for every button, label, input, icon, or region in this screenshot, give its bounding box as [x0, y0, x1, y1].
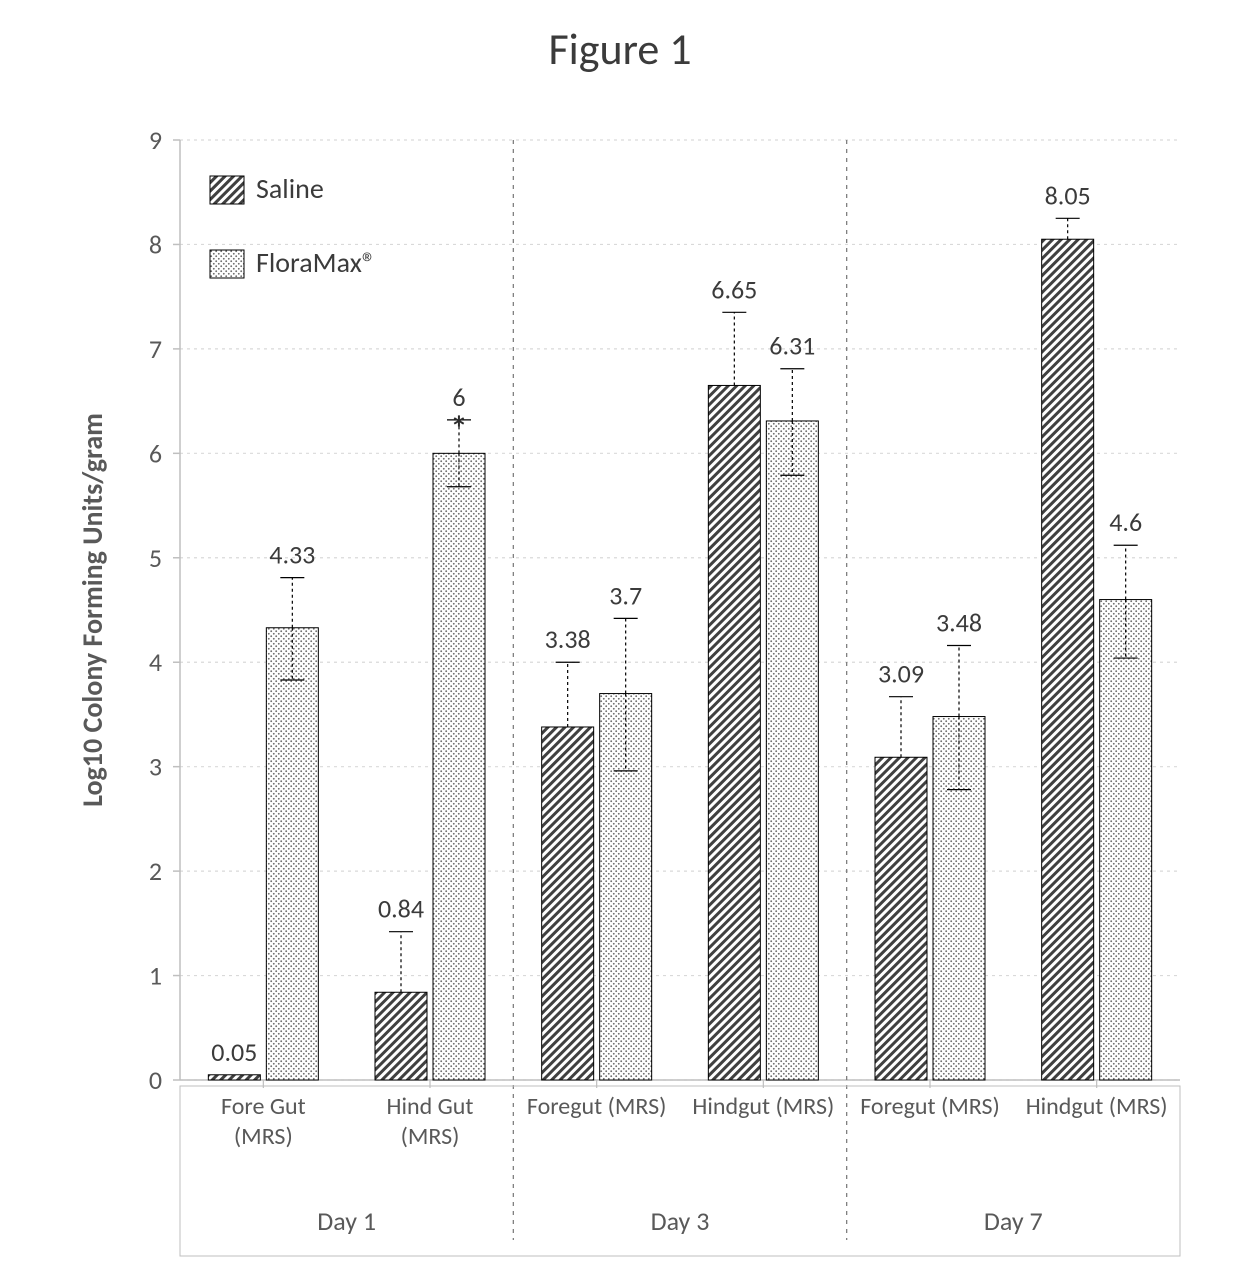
data-label: 8.05 [1045, 179, 1091, 211]
svg-text:0: 0 [149, 1064, 162, 1096]
svg-text:4: 4 [149, 646, 162, 678]
legend-label: Saline [256, 171, 324, 206]
bar-saline [375, 992, 427, 1080]
bar-saline [1042, 239, 1094, 1080]
data-label: 3.09 [878, 658, 924, 690]
data-label: 0.05 [211, 1036, 257, 1068]
data-label: 3.38 [545, 623, 591, 655]
bar-floramax [600, 694, 652, 1080]
svg-text:8: 8 [149, 228, 162, 260]
group-label: Day 3 [651, 1205, 710, 1237]
bar-floramax [1100, 600, 1152, 1080]
svg-text:5: 5 [149, 542, 162, 574]
category-label: Hind Gut [387, 1092, 474, 1121]
group-label: Day 7 [984, 1205, 1043, 1237]
data-label: 4.33 [269, 539, 315, 571]
bar-saline [208, 1075, 260, 1080]
bar-floramax [433, 453, 485, 1080]
svg-text:9: 9 [149, 124, 162, 156]
svg-text:1: 1 [149, 960, 162, 992]
data-label: 4.6 [1109, 506, 1142, 538]
bar-saline [708, 385, 760, 1080]
category-label: Hindgut (MRS) [1026, 1092, 1168, 1121]
category-label: Fore Gut [221, 1092, 306, 1121]
svg-text:2: 2 [149, 855, 162, 887]
data-label: 6.31 [769, 330, 815, 362]
legend-swatch-floramax [210, 250, 244, 278]
significance-marker: * [451, 409, 468, 450]
category-label: Hindgut (MRS) [692, 1092, 834, 1121]
svg-text:7: 7 [149, 333, 162, 365]
bar-saline [542, 727, 594, 1080]
svg-text:3: 3 [149, 751, 162, 783]
bar-floramax [266, 628, 318, 1080]
group-label: Day 1 [317, 1205, 376, 1237]
category-label: Foregut (MRS) [527, 1092, 667, 1121]
data-label: 3.48 [936, 607, 982, 639]
bar-saline [875, 757, 927, 1080]
svg-text:6: 6 [149, 437, 162, 469]
data-label: 3.7 [609, 579, 642, 611]
data-label: 0.84 [378, 893, 424, 925]
legend-label: FloraMax® [256, 245, 376, 280]
category-label: (MRS) [234, 1122, 293, 1151]
legend: Saline FloraMax® [210, 171, 376, 280]
bar-floramax [766, 421, 818, 1080]
figure-title: Figure 1 [0, 22, 1240, 76]
data-label: 6.65 [711, 273, 757, 305]
category-label: Foregut (MRS) [860, 1092, 1000, 1121]
legend-swatch-saline [210, 176, 244, 204]
svg-text:Log10 Colony Forming Units/gra: Log10 Colony Forming Units/gram [75, 413, 110, 807]
category-label: (MRS) [401, 1122, 460, 1151]
bar-chart: 0 1 2 3 4 5 6 7 8 9 Log10 Colony Forming Units/gra… [60, 110, 1200, 1270]
